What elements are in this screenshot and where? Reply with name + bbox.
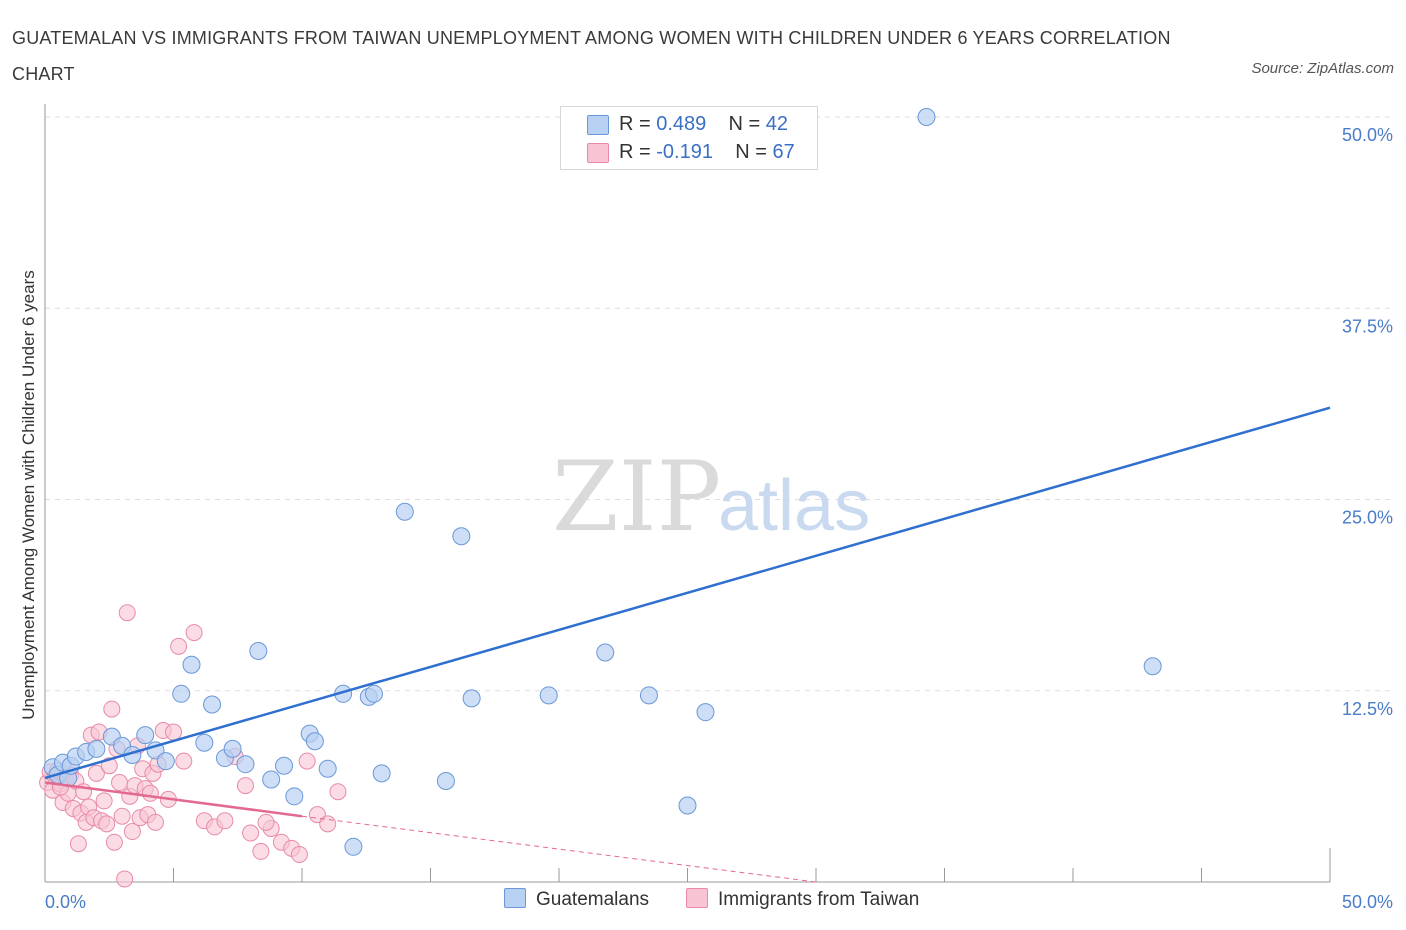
r-value: 0.489 xyxy=(656,113,707,135)
taiwan-point xyxy=(103,700,121,718)
taiwan-point xyxy=(113,807,131,825)
guatemalans-point xyxy=(136,726,155,745)
guatemalans-point xyxy=(1143,657,1162,676)
taiwan-point xyxy=(165,723,182,741)
y-tick-label: 50.0% xyxy=(1342,125,1393,145)
guatemalans-point xyxy=(596,643,615,662)
legend-item-taiwan[interactable]: Immigrants from Taiwan xyxy=(686,888,919,911)
watermark-zip: ZIP xyxy=(552,441,721,553)
y-axis-label: Unemployment Among Women with Children U… xyxy=(19,270,38,719)
taiwan-point xyxy=(236,777,254,795)
guatemalans-point xyxy=(285,787,304,806)
taiwan-point xyxy=(185,624,203,642)
taiwan-point xyxy=(105,833,123,851)
trend-lines xyxy=(44,406,1331,883)
taiwan-point xyxy=(175,752,193,770)
taiwan-point xyxy=(87,764,105,782)
guatemalans-point xyxy=(639,686,658,705)
watermark-atlas: atlas xyxy=(718,466,870,546)
taiwan-point xyxy=(319,815,337,833)
taiwan-legend-swatch xyxy=(686,888,708,908)
taiwan-swatch xyxy=(587,143,609,163)
gridlines xyxy=(45,116,1390,692)
guatemalans-point xyxy=(87,739,106,758)
n-value: 42 xyxy=(765,113,789,135)
guatemalans-point xyxy=(275,756,294,775)
taiwan-trend-line xyxy=(44,781,303,818)
taiwan-point xyxy=(170,637,188,655)
taiwan-point xyxy=(147,813,165,831)
guatemalans-point xyxy=(344,837,363,856)
guatemalans-point xyxy=(452,527,471,546)
legend-label-taiwan: Immigrants from Taiwan xyxy=(718,889,920,910)
guatemalans-point xyxy=(539,686,558,705)
guatemalans-point xyxy=(917,108,936,126)
r-value: -0.191 xyxy=(656,141,713,163)
y-tick-label: 12.5% xyxy=(1342,699,1393,719)
legend-item-guatemalans[interactable]: Guatemalans xyxy=(504,888,649,911)
guatemalans-point xyxy=(364,684,383,703)
taiwan-point xyxy=(252,842,270,860)
guatemalans-point xyxy=(678,796,697,815)
guatemalans-point xyxy=(395,502,414,521)
taiwan-point xyxy=(257,813,275,831)
guatemalans-point xyxy=(318,759,337,778)
taiwan-point xyxy=(329,783,347,801)
taiwan-point xyxy=(298,752,316,770)
n-label: N = xyxy=(735,141,767,163)
guatemalans-point xyxy=(223,739,242,758)
n-label: N = xyxy=(728,113,761,135)
x-tick-label: 50.0% xyxy=(1342,892,1393,912)
tick-labels: 12.5% 25.0% 37.5% 50.0% 0.0% 50.0% xyxy=(45,125,1393,912)
taiwan-point xyxy=(118,604,136,622)
taiwan-point xyxy=(123,823,141,841)
taiwan-point xyxy=(290,845,308,863)
guatemalans-point xyxy=(203,695,222,714)
x-tick-label: 0.0% xyxy=(45,892,86,912)
guatemalans-point xyxy=(156,752,175,771)
guatemalans-point xyxy=(236,755,255,774)
guatemalans-point xyxy=(172,684,191,703)
source-note: Source: ZipAtlas.com xyxy=(1251,60,1394,77)
chart-title: GUATEMALAN VS IMMIGRANTS FROM TAIWAN UNE… xyxy=(12,28,1171,84)
taiwan-point xyxy=(69,835,87,853)
y-tick-label: 37.5% xyxy=(1342,316,1393,336)
taiwan-point xyxy=(141,784,159,802)
guatemalans-point xyxy=(195,733,214,752)
legend-label-guatemalans: Guatemalans xyxy=(536,889,650,910)
taiwan-point xyxy=(116,870,134,888)
taiwan-point xyxy=(216,812,234,830)
guatemalans-point xyxy=(305,732,324,751)
axes xyxy=(44,104,1331,883)
stats-legend: R = 0.489 N = 42 R = -0.191 N = 67 xyxy=(560,106,818,170)
n-value: 67 xyxy=(772,141,795,163)
guatemalans-point xyxy=(696,703,715,722)
r-label: R = xyxy=(619,141,651,163)
guatemalans-point xyxy=(182,655,201,674)
guatemalans-point xyxy=(372,764,391,783)
taiwan-point xyxy=(111,774,129,792)
guatemalans-legend-swatch xyxy=(504,888,526,908)
r-label: R = xyxy=(619,113,651,135)
guatemalans-point xyxy=(262,770,281,789)
guatemalans-point xyxy=(249,641,268,660)
guatemalans-point xyxy=(462,689,481,708)
taiwan-point xyxy=(98,815,116,833)
guatemalans-trend-line xyxy=(44,406,1331,780)
y-tick-label: 25.0% xyxy=(1342,508,1393,528)
series-guatemalans-points xyxy=(43,108,1162,856)
guatemalans-swatch xyxy=(587,115,609,135)
taiwan-point xyxy=(95,792,113,810)
taiwan-point xyxy=(242,824,260,842)
guatemalans-point xyxy=(436,772,455,791)
